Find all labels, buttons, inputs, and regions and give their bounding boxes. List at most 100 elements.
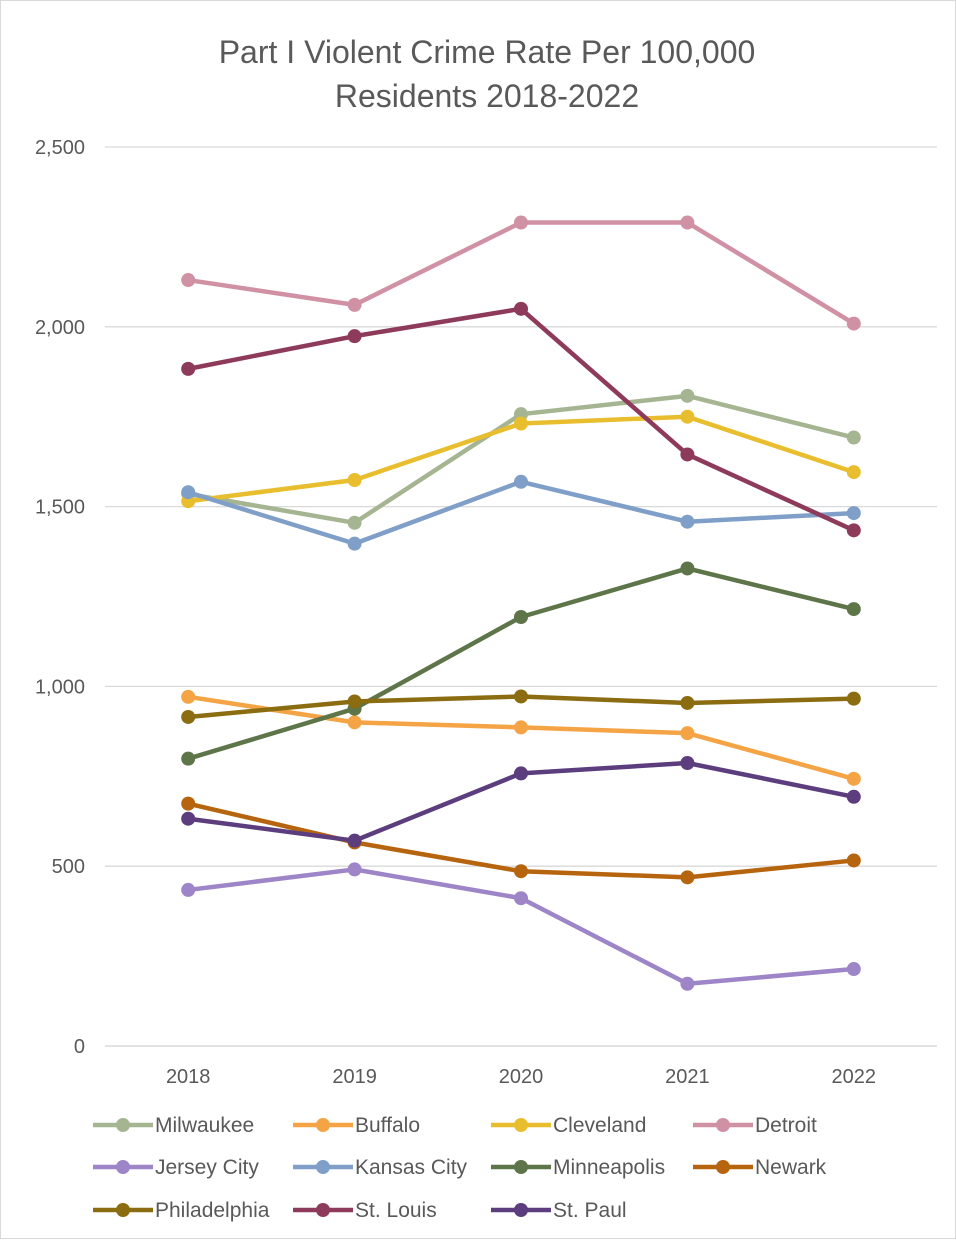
x-tick-label-2021: 2021: [665, 1066, 710, 1088]
legend-item-detroit[interactable]: Detroit: [693, 1114, 817, 1137]
series-minneapolis: [181, 561, 861, 766]
legend-item-jersey-city[interactable]: Jersey City: [93, 1156, 259, 1179]
legend-marker-milwaukee: [116, 1118, 130, 1132]
legend-label-milwaukee: Milwaukee: [155, 1114, 254, 1137]
legend[interactable]: Milwaukee Buffalo Cleveland Detroit Jersey C…: [93, 1114, 827, 1222]
data-point-buffalo-2018: [181, 689, 196, 704]
legend-marker-st-louis: [316, 1203, 330, 1217]
data-point-detroit-2022: [846, 316, 861, 331]
data-point-st-louis-2022: [846, 523, 861, 538]
legend-label-jersey-city: Jersey City: [155, 1156, 259, 1179]
legend-label-st-louis: St. Louis: [355, 1199, 437, 1222]
data-point-st-louis-2021: [680, 447, 695, 462]
legend-item-st-louis[interactable]: St. Louis: [293, 1199, 437, 1222]
chart-title-line-2: Residents 2018-2022: [335, 78, 639, 114]
legend-label-detroit: Detroit: [755, 1114, 817, 1137]
legend-item-philadelphia[interactable]: Philadelphia: [93, 1199, 270, 1222]
data-point-st-paul-2022: [846, 789, 861, 804]
y-tick-label-2500: 2,500: [35, 137, 85, 159]
y-tick-label-1500: 1,500: [35, 497, 85, 519]
data-point-philadelphia-2021: [680, 695, 695, 710]
data-point-kansas-city-2019: [347, 536, 362, 551]
legend-marker-cleveland: [514, 1118, 528, 1132]
series-jersey-city: [181, 862, 861, 991]
data-point-jersey-city-2021: [680, 976, 695, 991]
data-point-kansas-city-2022: [846, 506, 861, 521]
legend-marker-jersey-city: [116, 1160, 130, 1174]
series-cleveland: [181, 409, 861, 509]
legend-item-newark[interactable]: Newark: [693, 1156, 827, 1179]
data-point-philadelphia-2019: [347, 694, 362, 709]
data-point-jersey-city-2020: [514, 891, 528, 906]
series-st-paul: [181, 755, 861, 848]
data-point-philadelphia-2018: [181, 709, 196, 724]
legend-item-kansas-city[interactable]: Kansas City: [293, 1156, 468, 1179]
legend-label-philadelphia: Philadelphia: [155, 1199, 270, 1222]
data-point-cleveland-2020: [514, 416, 528, 431]
data-point-minneapolis-2022: [846, 602, 861, 617]
data-point-buffalo-2020: [514, 720, 528, 735]
data-point-st-louis-2018: [181, 361, 196, 376]
data-point-kansas-city-2018: [181, 485, 196, 500]
data-point-minneapolis-2021: [680, 561, 695, 576]
data-point-detroit-2020: [514, 215, 528, 230]
legend-marker-philadelphia: [116, 1203, 130, 1217]
series-newark: [181, 796, 861, 885]
data-point-milwaukee-2021: [680, 388, 695, 403]
series-line-jersey-city: [187, 867, 854, 987]
y-tick-label-1000: 1,000: [35, 676, 85, 698]
data-point-buffalo-2019: [347, 715, 362, 730]
x-tick-label-2022: 2022: [832, 1066, 877, 1088]
legend-item-milwaukee[interactable]: Milwaukee: [93, 1114, 254, 1137]
data-point-kansas-city-2021: [680, 514, 695, 529]
legend-label-cleveland: Cleveland: [553, 1114, 646, 1137]
data-point-philadelphia-2022: [846, 691, 861, 706]
data-point-cleveland-2019: [347, 472, 362, 487]
data-point-st-paul-2018: [181, 811, 196, 826]
data-point-philadelphia-2020: [514, 689, 528, 704]
legend-label-buffalo: Buffalo: [355, 1114, 420, 1137]
legend-label-kansas-city: Kansas City: [355, 1156, 468, 1179]
data-point-cleveland-2022: [846, 465, 861, 480]
legend-item-st-paul[interactable]: St. Paul: [491, 1199, 627, 1222]
legend-marker-kansas-city: [316, 1160, 330, 1174]
data-point-buffalo-2021: [680, 726, 695, 741]
legend-item-buffalo[interactable]: Buffalo: [293, 1114, 420, 1137]
series-buffalo: [181, 689, 861, 786]
x-tick-label-2020: 2020: [499, 1066, 544, 1088]
data-point-st-louis-2019: [347, 329, 362, 344]
legend-marker-minneapolis: [514, 1160, 528, 1174]
data-point-minneapolis-2018: [181, 751, 196, 766]
data-point-jersey-city-2022: [846, 962, 861, 977]
legend-item-cleveland[interactable]: Cleveland: [491, 1114, 646, 1137]
data-point-newark-2020: [514, 864, 528, 879]
legend-marker-buffalo: [316, 1118, 330, 1132]
data-point-st-paul-2021: [680, 755, 695, 770]
chart-title: Part I Violent Crime Rate Per 100,000 Re…: [219, 34, 756, 114]
legend-label-minneapolis: Minneapolis: [553, 1156, 665, 1179]
series-detroit: [181, 215, 861, 331]
legend-label-st-paul: St. Paul: [553, 1199, 627, 1222]
legend-marker-detroit: [716, 1118, 730, 1132]
data-point-jersey-city-2019: [347, 862, 362, 877]
x-axis: 2018 2019 2020 2021 2022: [105, 1045, 937, 1088]
data-point-kansas-city-2020: [514, 474, 528, 489]
legend-marker-newark: [716, 1160, 730, 1174]
data-point-detroit-2018: [181, 273, 196, 288]
legend-label-newark: Newark: [755, 1156, 827, 1179]
data-point-milwaukee-2019: [347, 515, 362, 530]
data-point-newark-2022: [846, 853, 861, 868]
chart-title-line-1: Part I Violent Crime Rate Per 100,000: [219, 34, 756, 70]
series-kansas-city: [181, 474, 861, 551]
data-point-milwaukee-2022: [846, 430, 861, 445]
data-point-minneapolis-2020: [514, 609, 528, 624]
series-milwaukee: [181, 388, 861, 530]
y-tick-label-2000: 2,000: [35, 317, 85, 339]
y-tick-label-500: 500: [52, 856, 85, 878]
legend-item-minneapolis[interactable]: Minneapolis: [491, 1156, 665, 1179]
legend-marker-st-paul: [514, 1203, 528, 1217]
y-axis: 0 500 1,000 1,500 2,000 2,500: [35, 137, 85, 1058]
data-point-jersey-city-2018: [181, 882, 196, 897]
data-point-cleveland-2021: [680, 409, 695, 424]
